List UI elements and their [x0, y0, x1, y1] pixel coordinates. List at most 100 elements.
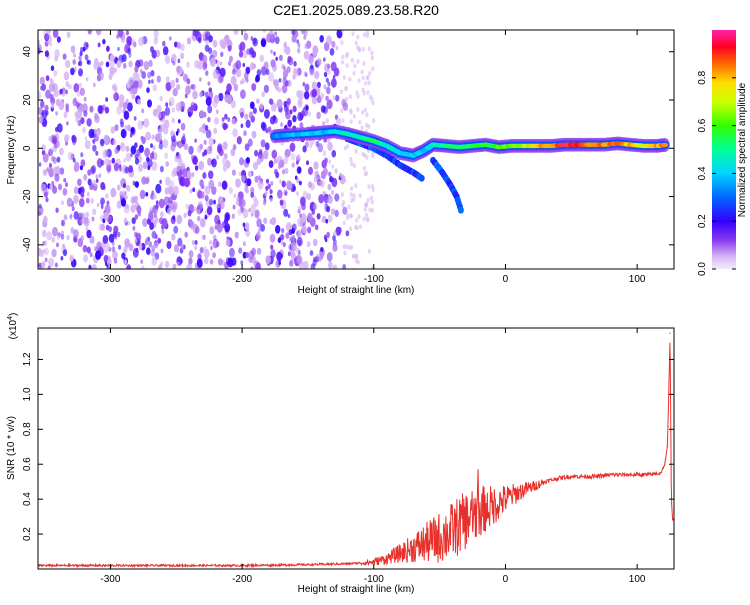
heatmap-noise-cell	[172, 61, 176, 66]
heatmap-noise-cell	[226, 83, 232, 93]
heatmap-noise-cell	[92, 208, 97, 216]
heatmap-noise-cell	[155, 200, 159, 205]
heatmap-noise-cell	[38, 91, 42, 100]
heatmap-noise-cell	[40, 100, 45, 108]
snr-y-tick-label: 0.2	[22, 527, 33, 541]
heatmap-noise-cell	[227, 60, 232, 67]
snr-data-point	[636, 473, 638, 476]
heatmap-noise-cell	[198, 160, 205, 171]
heatmap-noise-cell	[328, 159, 332, 164]
heatmap-noise-cell	[285, 46, 291, 55]
heatmap-noise-cell	[343, 250, 347, 256]
heatmap-noise-cell	[301, 30, 306, 35]
heatmap-noise-cell	[220, 51, 224, 57]
heatmap-noise-cell	[131, 217, 136, 225]
heatmap-noise-cell	[57, 235, 60, 240]
heatmap-noise-cell	[69, 254, 74, 262]
heatmap-noise-cell	[87, 59, 91, 66]
heatmap-noise-cell	[64, 133, 70, 143]
heatmap-noise-cell	[59, 88, 63, 95]
heatmap-noise-cell	[364, 212, 369, 218]
spectrogram-y-tick-label: -40	[22, 237, 33, 252]
heatmap-noise-cell	[307, 181, 312, 189]
heatmap-noise-cell	[85, 211, 89, 218]
heatmap-noise-cell	[209, 91, 214, 98]
snr-data-point	[504, 498, 507, 500]
colorbar-tick-label: 0.6	[697, 118, 708, 132]
heatmap-noise-cell	[123, 217, 128, 223]
heatmap-noise-cell	[233, 83, 239, 92]
heatmap-noise-cell	[164, 152, 169, 159]
heatmap-noise-cell	[162, 139, 169, 149]
heatmap-noise-cell	[327, 195, 333, 204]
heatmap-noise-cell	[362, 216, 366, 222]
heatmap-noise-cell	[229, 55, 233, 63]
heatmap-noise-cell	[244, 185, 249, 192]
snr-series-line	[38, 342, 674, 569]
heatmap-noise-cell	[325, 95, 329, 102]
heatmap-noise-cell	[149, 152, 155, 160]
heatmap-noise-cell	[171, 107, 175, 113]
heatmap-noise-cell	[204, 44, 210, 52]
heatmap-noise-cell	[74, 111, 78, 118]
heatmap-noise-cell	[245, 252, 250, 258]
snr-data-point	[346, 563, 349, 565]
heatmap-noise-cell	[150, 70, 155, 77]
heatmap-noise-cell	[337, 226, 342, 234]
heatmap-noise-cell	[226, 94, 233, 105]
heatmap-noise-cell	[326, 205, 331, 213]
heatmap-noise-cell	[146, 156, 150, 163]
heatmap-noise-cell	[270, 244, 274, 250]
heatmap-noise-cell	[279, 199, 284, 206]
snr-data-point	[596, 475, 599, 478]
heatmap-noise-cell	[190, 101, 196, 111]
heatmap-noise-cell	[106, 265, 111, 269]
heatmap-noise-cell	[138, 59, 144, 67]
heatmap-noise-cell	[358, 119, 362, 125]
heatmap-noise-cell	[128, 77, 134, 86]
heatmap-noise-cell	[162, 46, 169, 56]
heatmap-noise-cell	[205, 200, 210, 207]
heatmap-noise-cell	[220, 40, 226, 49]
heatmap-noise-cell	[366, 33, 370, 38]
heatmap-noise-cell	[314, 70, 320, 80]
heatmap-noise-cell	[242, 241, 246, 247]
heatmap-noise-cell	[263, 150, 269, 160]
heatmap-noise-cell	[155, 183, 162, 194]
heatmap-noise-cell	[191, 239, 195, 246]
heatmap-noise-cell	[191, 172, 195, 178]
heatmap-noise-cell	[186, 166, 190, 172]
heatmap-noise-cell	[181, 162, 186, 170]
heatmap-noise-cell	[335, 94, 340, 102]
heatmap-noise-cell	[139, 189, 146, 200]
snr-y-ticks: 0.2 0.4 0.6 0.8 1.0 1.2	[22, 352, 674, 541]
heatmap-noise-cell	[362, 61, 366, 66]
heatmap-noise-cell	[327, 142, 333, 151]
snr-data-point	[491, 505, 494, 507]
heatmap-noise-cell	[334, 168, 338, 174]
heatmap-noise-cell	[174, 244, 179, 253]
heatmap-noise-cell	[209, 259, 214, 265]
heatmap-noise-cell	[96, 30, 102, 36]
heatmap-noise-cell	[125, 98, 129, 104]
heatmap-noise-cell	[156, 133, 163, 143]
heatmap-noise-cell	[84, 140, 91, 150]
heatmap-noise-cell	[370, 183, 374, 189]
heatmap-noise-cell	[289, 109, 293, 115]
heatmap-noise-cell	[245, 157, 250, 164]
heatmap-noise-cell	[210, 245, 213, 251]
heatmap-noise-cell	[113, 225, 119, 234]
heatmap-noise-cell	[107, 136, 111, 142]
heatmap-noise-cell	[240, 107, 244, 114]
heatmap-noise-cell	[213, 199, 216, 205]
heatmap-noise-cell	[222, 141, 228, 150]
heatmap-noise-cell	[86, 246, 91, 254]
heatmap-noise-cell	[135, 232, 142, 242]
heatmap-noise-cell	[348, 76, 352, 82]
heatmap-noise-cell	[207, 157, 212, 166]
heatmap-noise-cell	[151, 161, 158, 172]
heatmap-noise-cell	[47, 265, 51, 269]
heatmap-noise-cell	[158, 198, 165, 209]
heatmap-noise-cell	[77, 237, 84, 248]
heatmap-noise-cell	[49, 93, 54, 101]
